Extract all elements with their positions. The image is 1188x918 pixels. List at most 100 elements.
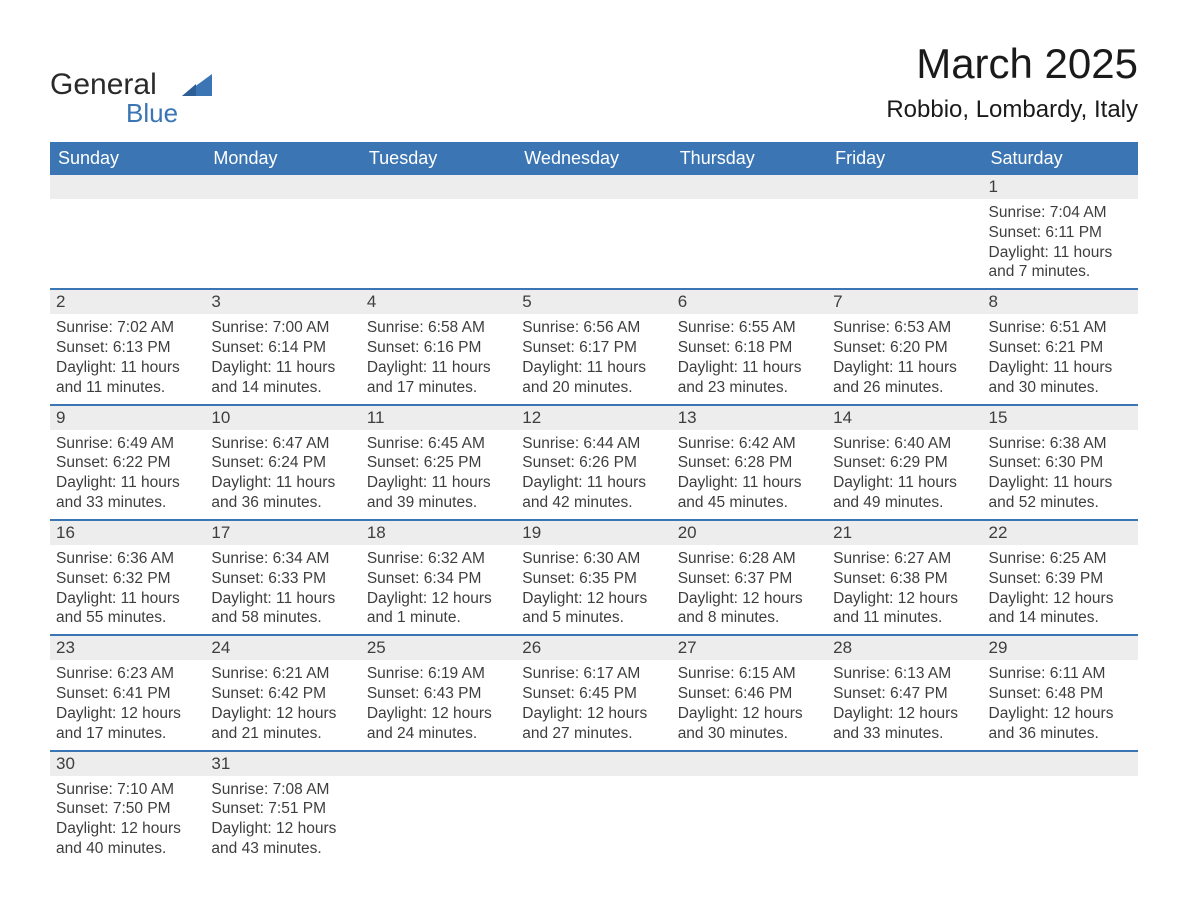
calendar-cell [361,175,516,288]
day-number-row: 15 [983,404,1138,430]
day-cell [983,750,1138,776]
sunset-line: Sunset: 6:11 PM [989,223,1132,243]
sunrise-line: Sunrise: 6:44 AM [522,434,665,454]
sunset-line: Sunset: 6:38 PM [833,569,976,589]
day-details: Sunrise: 6:53 AMSunset: 6:20 PMDaylight:… [827,314,982,403]
header-row: General Blue March 2025 Robbio, Lombardy… [50,40,1138,138]
day-cell: 22Sunrise: 6:25 AMSunset: 6:39 PMDayligh… [983,519,1138,634]
daylight-line: Daylight: 12 hours and 24 minutes. [367,704,510,744]
day-number-row: 28 [827,634,982,660]
sunrise-line: Sunrise: 7:08 AM [211,780,354,800]
day-number-row: 30 [50,750,205,776]
sunrise-line: Sunrise: 7:10 AM [56,780,199,800]
calendar-cell: 13Sunrise: 6:42 AMSunset: 6:28 PMDayligh… [672,404,827,519]
day-number-row: 19 [516,519,671,545]
daylight-line: Daylight: 12 hours and 40 minutes. [56,819,199,859]
day-cell: 12Sunrise: 6:44 AMSunset: 6:26 PMDayligh… [516,404,671,519]
day-number-row: 18 [361,519,516,545]
sunrise-line: Sunrise: 7:00 AM [211,318,354,338]
daylight-line: Daylight: 12 hours and 11 minutes. [833,589,976,629]
day-details: Sunrise: 6:51 AMSunset: 6:21 PMDaylight:… [983,314,1138,403]
calendar-week-row: 9Sunrise: 6:49 AMSunset: 6:22 PMDaylight… [50,404,1138,519]
day-number-row [50,175,205,199]
sunset-line: Sunset: 6:34 PM [367,569,510,589]
day-cell: 26Sunrise: 6:17 AMSunset: 6:45 PMDayligh… [516,634,671,749]
day-number-row [516,175,671,199]
sunrise-line: Sunrise: 6:55 AM [678,318,821,338]
day-cell: 13Sunrise: 6:42 AMSunset: 6:28 PMDayligh… [672,404,827,519]
day-cell: 31Sunrise: 7:08 AMSunset: 7:51 PMDayligh… [205,750,360,865]
calendar-week-row: 2Sunrise: 7:02 AMSunset: 6:13 PMDaylight… [50,288,1138,403]
day-number-row: 14 [827,404,982,430]
sunrise-line: Sunrise: 6:49 AM [56,434,199,454]
month-title: March 2025 [886,40,1138,88]
day-details: Sunrise: 6:47 AMSunset: 6:24 PMDaylight:… [205,430,360,519]
daylight-line: Daylight: 12 hours and 14 minutes. [989,589,1132,629]
day-number-row: 5 [516,288,671,314]
calendar-cell: 9Sunrise: 6:49 AMSunset: 6:22 PMDaylight… [50,404,205,519]
day-details: Sunrise: 6:13 AMSunset: 6:47 PMDaylight:… [827,660,982,749]
daylight-line: Daylight: 11 hours and 58 minutes. [211,589,354,629]
blank-spacer [205,199,360,283]
calendar-cell [827,750,982,865]
sunset-line: Sunset: 7:50 PM [56,799,199,819]
day-number-row: 21 [827,519,982,545]
sunrise-line: Sunrise: 6:23 AM [56,664,199,684]
calendar-table: SundayMondayTuesdayWednesdayThursdayFrid… [50,142,1138,865]
sunset-line: Sunset: 6:26 PM [522,453,665,473]
day-number-row: 31 [205,750,360,776]
sunrise-line: Sunrise: 6:17 AM [522,664,665,684]
calendar-cell: 19Sunrise: 6:30 AMSunset: 6:35 PMDayligh… [516,519,671,634]
day-cell: 7Sunrise: 6:53 AMSunset: 6:20 PMDaylight… [827,288,982,403]
sunset-line: Sunset: 6:14 PM [211,338,354,358]
day-number-row [827,750,982,776]
sunset-line: Sunset: 6:18 PM [678,338,821,358]
blank-spacer [827,199,982,283]
page-container: General Blue March 2025 Robbio, Lombardy… [0,0,1188,885]
day-cell: 10Sunrise: 6:47 AMSunset: 6:24 PMDayligh… [205,404,360,519]
sunrise-line: Sunrise: 6:21 AM [211,664,354,684]
daylight-line: Daylight: 11 hours and 36 minutes. [211,473,354,513]
calendar-cell [516,175,671,288]
day-details: Sunrise: 6:58 AMSunset: 6:16 PMDaylight:… [361,314,516,403]
sunrise-line: Sunrise: 6:47 AM [211,434,354,454]
day-cell: 11Sunrise: 6:45 AMSunset: 6:25 PMDayligh… [361,404,516,519]
day-cell: 9Sunrise: 6:49 AMSunset: 6:22 PMDaylight… [50,404,205,519]
day-number-row: 8 [983,288,1138,314]
day-cell: 17Sunrise: 6:34 AMSunset: 6:33 PMDayligh… [205,519,360,634]
calendar-cell: 2Sunrise: 7:02 AMSunset: 6:13 PMDaylight… [50,288,205,403]
day-number-row: 7 [827,288,982,314]
day-cell: 30 Sunrise: 7:10 AMSunset: 7:50 PMDayligh… [50,750,205,865]
day-number-row: 24 [205,634,360,660]
daylight-line: Daylight: 11 hours and 52 minutes. [989,473,1132,513]
daylight-line: Daylight: 12 hours and 36 minutes. [989,704,1132,744]
sunset-line: Sunset: 6:25 PM [367,453,510,473]
day-details: Sunrise: 7:08 AMSunset: 7:51 PMDaylight:… [205,776,360,865]
logo: General Blue [50,70,216,129]
day-number-row: 3 [205,288,360,314]
daylight-line: Daylight: 12 hours and 5 minutes. [522,589,665,629]
day-number-row [827,175,982,199]
calendar-week-row: 30 Sunrise: 7:10 AMSunset: 7:50 PMDayligh… [50,750,1138,865]
sunset-line: Sunset: 6:41 PM [56,684,199,704]
weekday-header: Sunday [50,142,205,175]
sunset-line: Sunset: 6:17 PM [522,338,665,358]
sunset-line: Sunset: 6:13 PM [56,338,199,358]
calendar-cell: 5Sunrise: 6:56 AMSunset: 6:17 PMDaylight… [516,288,671,403]
day-details: Sunrise: 6:36 AMSunset: 6:32 PMDaylight:… [50,545,205,634]
blank-spacer [361,199,516,283]
daylight-line: Daylight: 12 hours and 27 minutes. [522,704,665,744]
day-cell: 18Sunrise: 6:32 AMSunset: 6:34 PMDayligh… [361,519,516,634]
calendar-cell: 3Sunrise: 7:00 AMSunset: 6:14 PMDaylight… [205,288,360,403]
day-number-row [672,175,827,199]
sunrise-line: Sunrise: 6:30 AM [522,549,665,569]
calendar-cell: 4Sunrise: 6:58 AMSunset: 6:16 PMDaylight… [361,288,516,403]
day-number-row: 6 [672,288,827,314]
logo-triangle-icon [182,72,216,100]
sunrise-line: Sunrise: 6:38 AM [989,434,1132,454]
calendar-cell: 23Sunrise: 6:23 AMSunset: 6:41 PMDayligh… [50,634,205,749]
daylight-line: Daylight: 11 hours and 11 minutes. [56,358,199,398]
logo-text-top: General [50,70,178,100]
daylight-line: Daylight: 11 hours and 49 minutes. [833,473,976,513]
calendar-cell: 15Sunrise: 6:38 AMSunset: 6:30 PMDayligh… [983,404,1138,519]
